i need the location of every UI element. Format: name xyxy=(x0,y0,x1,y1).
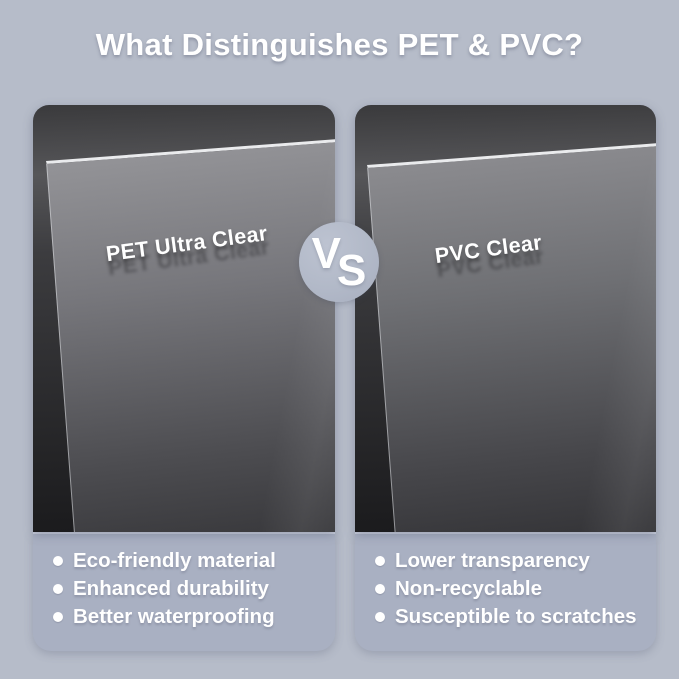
pet-sheet-image: PET Ultra Clear xyxy=(46,128,335,532)
pvc-feature-list: Lower transparency Non-recyclable Suscep… xyxy=(355,532,656,631)
bullet-icon xyxy=(53,584,63,594)
pet-feature-panel: Eco-friendly material Enhanced durabilit… xyxy=(33,532,335,651)
feature-text: Susceptible to scratches xyxy=(395,605,637,628)
list-item: Non-recyclable xyxy=(375,575,656,603)
pet-feature-list: Eco-friendly material Enhanced durabilit… xyxy=(33,532,335,631)
vs-badge: V S xyxy=(299,222,379,302)
pet-panel: PET Ultra Clear xyxy=(33,105,335,532)
feature-text: Enhanced durability xyxy=(73,577,269,600)
comparison-cards: PET Ultra Clear Eco-friendly material En… xyxy=(33,105,656,651)
bullet-icon xyxy=(53,556,63,566)
list-item: Eco-friendly material xyxy=(53,547,335,575)
pvc-sheet-label: PVC Clear xyxy=(433,230,544,269)
pet-card: PET Ultra Clear Eco-friendly material En… xyxy=(33,105,335,651)
list-item: Susceptible to scratches xyxy=(375,603,656,631)
pvc-sheet-image: PVC Clear xyxy=(367,132,656,532)
pvc-panel: PVC Clear xyxy=(355,105,656,532)
feature-text: Lower transparency xyxy=(395,549,590,572)
page-title: What Distinguishes PET & PVC? xyxy=(95,27,584,62)
list-item: Enhanced durability xyxy=(53,575,335,603)
bullet-icon xyxy=(375,556,385,566)
pet-sheet-label: PET Ultra Clear xyxy=(104,221,269,267)
bullet-icon xyxy=(53,612,63,622)
feature-text: Non-recyclable xyxy=(395,577,542,600)
feature-text: Better waterproofing xyxy=(73,605,275,628)
bullet-icon xyxy=(375,612,385,622)
vs-letter-v: V xyxy=(311,229,341,278)
list-item: Lower transparency xyxy=(375,547,656,575)
bullet-icon xyxy=(375,584,385,594)
vs-letter-s: S xyxy=(337,246,367,295)
feature-text: Eco-friendly material xyxy=(73,549,276,572)
list-item: Better waterproofing xyxy=(53,603,335,631)
pvc-feature-panel: Lower transparency Non-recyclable Suscep… xyxy=(355,532,656,651)
pvc-card: PVC Clear Lower transparency Non-recycla… xyxy=(355,105,656,651)
